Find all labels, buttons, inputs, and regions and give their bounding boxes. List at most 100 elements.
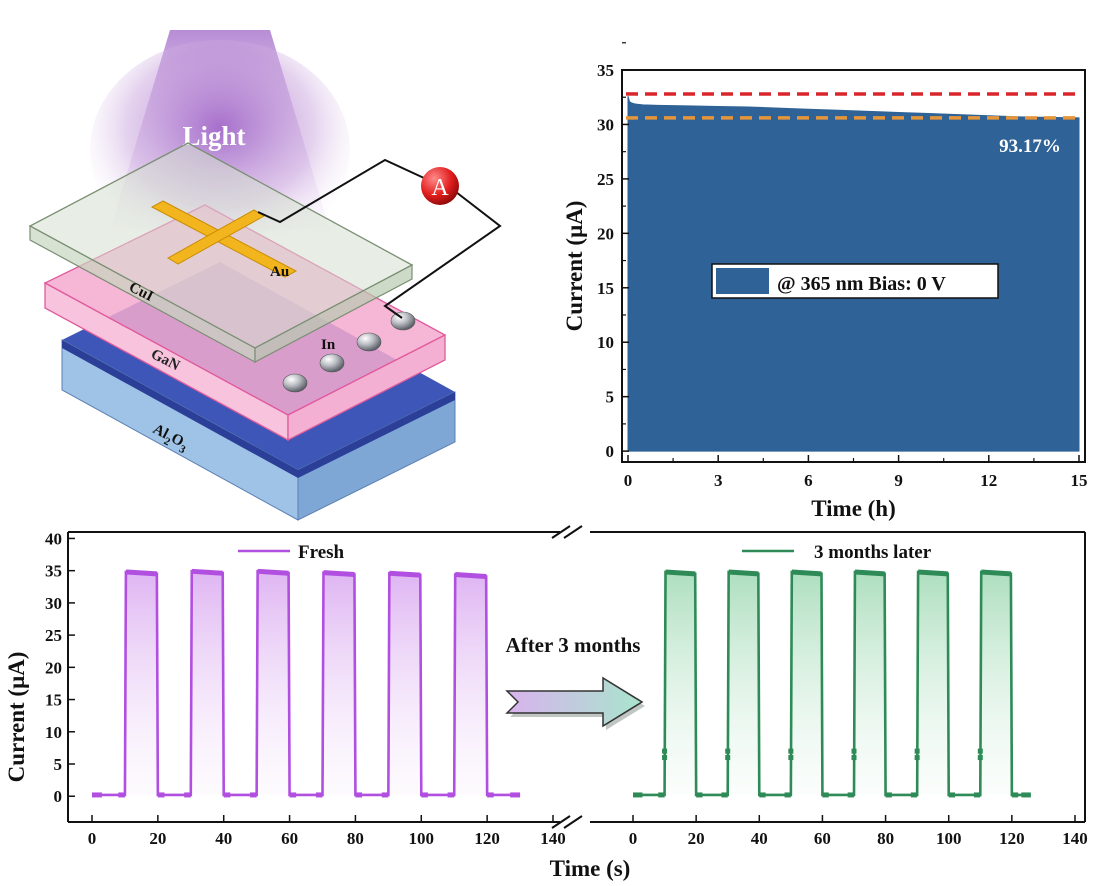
pulse-fill <box>124 571 158 795</box>
plateau-marker <box>981 569 1012 577</box>
ammeter-label: A <box>431 175 449 201</box>
y-tick-label: 15 <box>597 279 614 298</box>
x-tick-label: 60 <box>281 829 298 848</box>
au-label: Au <box>270 264 289 280</box>
y-tick-label: 15 <box>45 691 62 710</box>
circuit-wire <box>383 191 502 319</box>
au-electrode: Au <box>150 200 298 280</box>
plateau-marker <box>728 569 759 577</box>
x-tick-label: 40 <box>215 829 232 848</box>
plateau-marker <box>791 569 822 577</box>
x-tick-label: 6 <box>804 471 813 490</box>
y-tick-label: 0 <box>606 442 615 461</box>
plateau-marker <box>665 569 696 577</box>
x-tick-label: 120 <box>999 829 1025 848</box>
transition-marker <box>851 755 857 761</box>
pulse-fill <box>854 571 886 795</box>
transition-marker <box>788 755 794 761</box>
x-tick-label: 0 <box>624 471 633 490</box>
x-tick-label: 12 <box>980 471 997 490</box>
y-axis-label: Current (μA) <box>4 652 29 783</box>
plateau-marker <box>455 572 487 579</box>
pulse-fill <box>790 571 823 795</box>
pulse-fill <box>664 571 697 795</box>
x-tick-label: 80 <box>877 829 894 848</box>
axis-break-mark <box>551 815 571 829</box>
y-tick-label: 35 <box>597 61 614 80</box>
plateau-marker <box>323 570 355 578</box>
plateau-marker <box>389 570 421 578</box>
x-tick-label: 60 <box>814 829 831 848</box>
x-tick-label: 120 <box>474 829 500 848</box>
y-tick-label: 0 <box>54 787 63 806</box>
pulse-fill <box>388 573 422 795</box>
y-tick-label: 20 <box>45 658 62 677</box>
arrow-label: After 3 months <box>506 633 641 657</box>
x-tick-label: 100 <box>409 829 435 848</box>
x-tick-label: 3 <box>714 471 723 490</box>
plateau-marker <box>125 569 158 577</box>
pulse-fill <box>727 571 760 795</box>
axis-break-mark <box>551 525 571 539</box>
switching-chart: 0 5 10 15 20 25 30 35 40 0 20 40 60 80 100 120 140 0 20 40 6… <box>4 525 1088 881</box>
x-axis-label: Time (s) <box>550 856 631 881</box>
plateau-marker <box>257 568 289 576</box>
y-tick-label: 35 <box>45 562 62 581</box>
y-tick-label: 25 <box>45 626 62 645</box>
transition-marker <box>662 755 668 761</box>
stability-chart: 0 5 10 15 20 25 30 35 0 3 6 9 12 15 Time (h) Current (μ… <box>562 42 1088 521</box>
transition-marker <box>725 755 731 761</box>
x-tick-label: 15 <box>1071 471 1088 490</box>
transition-marker <box>914 748 920 754</box>
al2o3-label: Al2O3 <box>148 421 191 456</box>
in-electrodes: In <box>282 311 416 393</box>
pulse-fill <box>980 571 1012 795</box>
y-axis-label: Current (μA) <box>562 201 587 332</box>
x-axis-label: Time (h) <box>811 496 896 521</box>
pulse-fill <box>322 572 356 795</box>
y-tick-label: 25 <box>597 170 614 189</box>
y-tick-label: 10 <box>597 333 614 352</box>
transition-marker <box>977 755 983 761</box>
in-label: In <box>321 337 336 353</box>
x-tick-label: 100 <box>936 829 962 848</box>
in-electrode-dot <box>390 311 416 331</box>
y-tick-label: 10 <box>45 723 62 742</box>
pulse-fill <box>917 571 949 795</box>
x-tick-label: 0 <box>88 829 97 848</box>
x-tick-label: 9 <box>894 471 903 490</box>
transition-marker <box>662 748 668 754</box>
pulse-fill <box>256 571 290 795</box>
pulse-fill <box>454 574 488 795</box>
circuit-wire <box>257 158 425 224</box>
x-tick-label: 80 <box>347 829 364 848</box>
x-tick-label: 40 <box>751 829 768 848</box>
plateau-marker <box>917 569 948 577</box>
transition-marker <box>977 748 983 754</box>
x-tick-label: 140 <box>1062 829 1088 848</box>
in-electrode-dot <box>282 373 308 393</box>
transition-arrow <box>505 676 644 728</box>
axis-break-mark <box>563 525 583 539</box>
device-schematic: Light Al2O3 GaN In <box>28 30 502 521</box>
x-tick-label: 140 <box>540 829 566 848</box>
pulse-fill <box>190 571 224 795</box>
transition-marker <box>788 748 794 754</box>
in-electrode-dot <box>356 332 382 352</box>
y-tick-label: 20 <box>597 224 614 243</box>
x-tick-label: 0 <box>629 829 638 848</box>
y-tick-label: 5 <box>54 755 63 774</box>
y-tick-label: 30 <box>597 115 614 134</box>
transition-marker <box>851 748 857 754</box>
legend-label: @ 365 nm Bias: 0 V <box>777 273 946 295</box>
in-electrode-dot <box>319 353 345 373</box>
x-tick-label: 20 <box>149 829 166 848</box>
transition-marker <box>914 755 920 761</box>
y-tick-label: 5 <box>606 388 615 407</box>
plateau-marker <box>191 568 223 576</box>
ammeter-icon: A <box>421 167 459 205</box>
x-tick-label: 20 <box>688 829 705 848</box>
retention-annotation: 93.17% <box>999 136 1061 157</box>
transition-marker <box>725 748 731 754</box>
